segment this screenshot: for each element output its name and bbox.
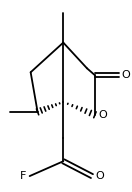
Text: O: O [95,171,104,181]
Text: F: F [20,171,27,181]
Text: O: O [122,70,130,80]
Text: O: O [98,110,107,120]
